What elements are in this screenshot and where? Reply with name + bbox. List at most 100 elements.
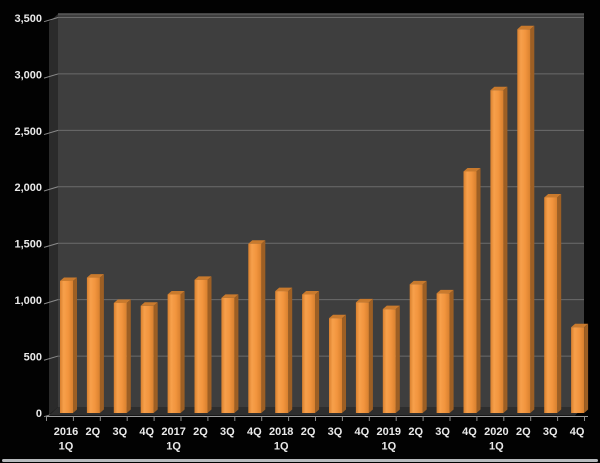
x-category-label: 4Q bbox=[462, 426, 477, 438]
bar-3q[interactable] bbox=[436, 289, 454, 413]
bar-side-face bbox=[368, 298, 373, 413]
y-axis-tick bbox=[43, 355, 59, 361]
bar-top-face bbox=[194, 276, 212, 280]
y-tick-label: 500 bbox=[24, 351, 42, 363]
bar-2020-1q[interactable] bbox=[490, 86, 508, 413]
bar-top-face bbox=[140, 302, 158, 306]
bar-front-face bbox=[490, 90, 504, 413]
bar-top-face bbox=[571, 323, 589, 328]
bar-4q[interactable] bbox=[571, 323, 589, 413]
bar-front-face bbox=[436, 293, 450, 413]
y-tick-label: 0 bbox=[36, 408, 42, 420]
bar-top-face bbox=[382, 305, 400, 310]
bar-side-face bbox=[73, 277, 77, 413]
bar-top-face bbox=[463, 167, 481, 172]
bar-top-face bbox=[221, 294, 239, 298]
bar-front-face bbox=[517, 29, 531, 414]
x-category-label-line2: 1Q bbox=[489, 440, 504, 452]
bar-4q[interactable] bbox=[140, 302, 158, 413]
y-tick-label: 2,000 bbox=[14, 182, 42, 194]
bar-2019-1q[interactable] bbox=[382, 305, 400, 413]
bar-front-face bbox=[355, 302, 369, 413]
x-category-label-line2: 1Q bbox=[59, 440, 74, 452]
bar-front-face bbox=[194, 279, 208, 413]
x-category-label: 2020 bbox=[484, 426, 508, 438]
x-category-label: 2Q bbox=[301, 426, 316, 438]
bar-top-face bbox=[517, 25, 535, 30]
bar-top-face bbox=[302, 291, 320, 295]
bar-2q[interactable] bbox=[86, 274, 104, 413]
x-category-label: 3Q bbox=[220, 426, 235, 438]
bar-2016-1q[interactable] bbox=[60, 277, 77, 413]
y-tick-label: 2,500 bbox=[14, 126, 42, 138]
bar-side-face bbox=[99, 274, 104, 413]
y-axis-tick bbox=[43, 186, 59, 192]
bar-side-face bbox=[288, 287, 293, 413]
x-category-label: 3Q bbox=[328, 426, 343, 438]
plot-side-wall bbox=[49, 14, 58, 415]
x-category-label: 3Q bbox=[435, 426, 450, 438]
bar-front-face bbox=[86, 277, 100, 413]
bar-front-face bbox=[248, 243, 262, 413]
x-category-label-line2: 1Q bbox=[381, 440, 396, 452]
x-category-label: 4Q bbox=[247, 426, 262, 438]
bar-side-face bbox=[503, 86, 508, 413]
bar-front-face bbox=[329, 318, 342, 413]
bar-front-face bbox=[167, 294, 181, 413]
bar-front-face bbox=[571, 327, 585, 413]
x-category-label: 2Q bbox=[516, 426, 531, 438]
y-axis-tick bbox=[43, 129, 59, 136]
bar-top-face bbox=[329, 314, 346, 319]
x-category-label: 4Q bbox=[355, 426, 370, 438]
bar-top-face bbox=[167, 291, 185, 295]
bar-3q[interactable] bbox=[113, 299, 131, 413]
bar-4q[interactable] bbox=[248, 240, 266, 413]
bar-side-face bbox=[422, 280, 427, 413]
bar-3q[interactable] bbox=[221, 294, 239, 413]
bar-side-face bbox=[476, 167, 481, 413]
bar-4q[interactable] bbox=[463, 167, 481, 413]
bar-top-face bbox=[544, 193, 562, 198]
bar-front-face bbox=[544, 197, 558, 413]
x-category-label-line2: 1Q bbox=[274, 440, 289, 452]
bar-2q[interactable] bbox=[194, 276, 212, 413]
x-category-label: 2017 bbox=[161, 426, 185, 438]
y-tick-label: 1,500 bbox=[14, 239, 42, 251]
x-category-label-line2: 1Q bbox=[166, 440, 181, 452]
bar-top-face bbox=[60, 277, 77, 281]
y-axis-tick bbox=[43, 299, 59, 305]
bar-2q[interactable] bbox=[302, 291, 320, 413]
x-category-label: 4Q bbox=[570, 426, 585, 438]
bar-2q[interactable] bbox=[409, 280, 427, 413]
bar-side-face bbox=[557, 193, 562, 413]
bar-2q[interactable] bbox=[517, 25, 535, 414]
bar-front-face bbox=[221, 297, 235, 413]
bar-top-face bbox=[490, 86, 508, 91]
y-tick-label: 3,000 bbox=[14, 69, 42, 81]
bar-front-face bbox=[463, 171, 477, 413]
y-axis-tick bbox=[43, 17, 59, 23]
bar-top-face bbox=[409, 280, 427, 285]
x-category-label: 2Q bbox=[86, 426, 101, 438]
x-category-label: 4Q bbox=[139, 426, 154, 438]
y-tick-label: 3,500 bbox=[14, 13, 42, 25]
x-category-label: 2018 bbox=[269, 426, 293, 438]
bar-2018-1q[interactable] bbox=[275, 287, 293, 413]
bar-side-face bbox=[584, 323, 589, 413]
y-axis-tick bbox=[43, 73, 59, 79]
bar-2017-1q[interactable] bbox=[167, 291, 185, 413]
bar-3q[interactable] bbox=[329, 314, 346, 413]
bar-side-face bbox=[207, 276, 212, 413]
bar-top-face bbox=[436, 289, 454, 294]
bar-3q[interactable] bbox=[544, 193, 562, 413]
x-category-label: 3Q bbox=[543, 426, 558, 438]
bar-4q[interactable] bbox=[355, 298, 373, 413]
bar-top-face bbox=[248, 240, 266, 244]
bar-top-face bbox=[86, 274, 104, 278]
bar-front-face bbox=[409, 284, 423, 413]
bar-side-face bbox=[449, 289, 454, 413]
y-tick-label: 1,000 bbox=[14, 295, 42, 307]
bar-top-face bbox=[355, 298, 373, 303]
